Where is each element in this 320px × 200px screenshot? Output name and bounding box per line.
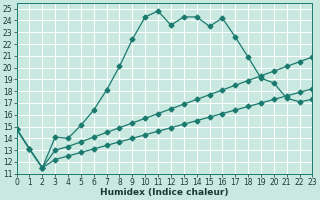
- X-axis label: Humidex (Indice chaleur): Humidex (Indice chaleur): [100, 188, 229, 197]
